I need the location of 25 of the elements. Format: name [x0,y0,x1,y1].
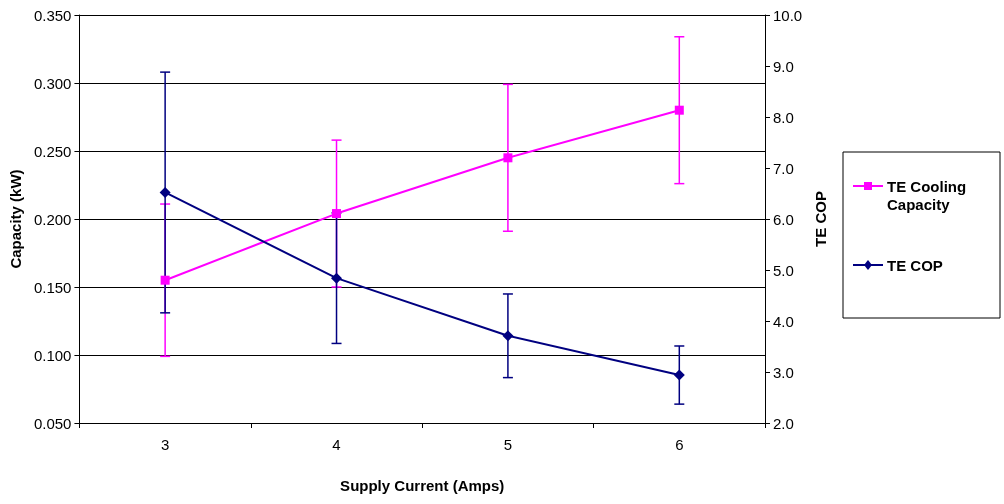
y2-tick-label: 4.0 [773,312,794,330]
legend-label: TE Cooling Capacity [887,177,971,213]
legend-label: TE COP [887,256,943,274]
x-tick-label: 3 [160,436,170,453]
y-axis-title: Capacity (kW) [7,169,24,269]
y-tick-label: 0.350 [33,6,72,24]
y-tick-label: 0.150 [33,278,72,296]
y2-tick-label: 10.0 [773,6,803,24]
y2-tick-label: 3.0 [773,363,794,381]
y-tick-label: 0.100 [33,346,72,364]
y-tick-label: 0.200 [33,210,72,228]
y-tick-label: 0.300 [33,74,72,92]
x-tick-label: 5 [503,436,513,453]
y2-tick-label: 2.0 [773,414,794,432]
y2-tick-label: 7.0 [773,159,794,177]
y2-tick-label: 8.0 [773,108,794,126]
y2-tick-label: 5.0 [773,261,794,279]
x-axis-title: Supply Current (Amps) [340,477,505,494]
y2-tick-label: 9.0 [773,57,794,75]
y2-tick-label: 6.0 [773,210,794,228]
y2-axis-title: TE COP [812,191,830,247]
x-tick-label: 6 [675,436,684,453]
y-tick-label: 0.050 [33,414,72,432]
y-tick-label: 0.250 [33,142,72,160]
x-tick-label: 4 [332,436,341,453]
